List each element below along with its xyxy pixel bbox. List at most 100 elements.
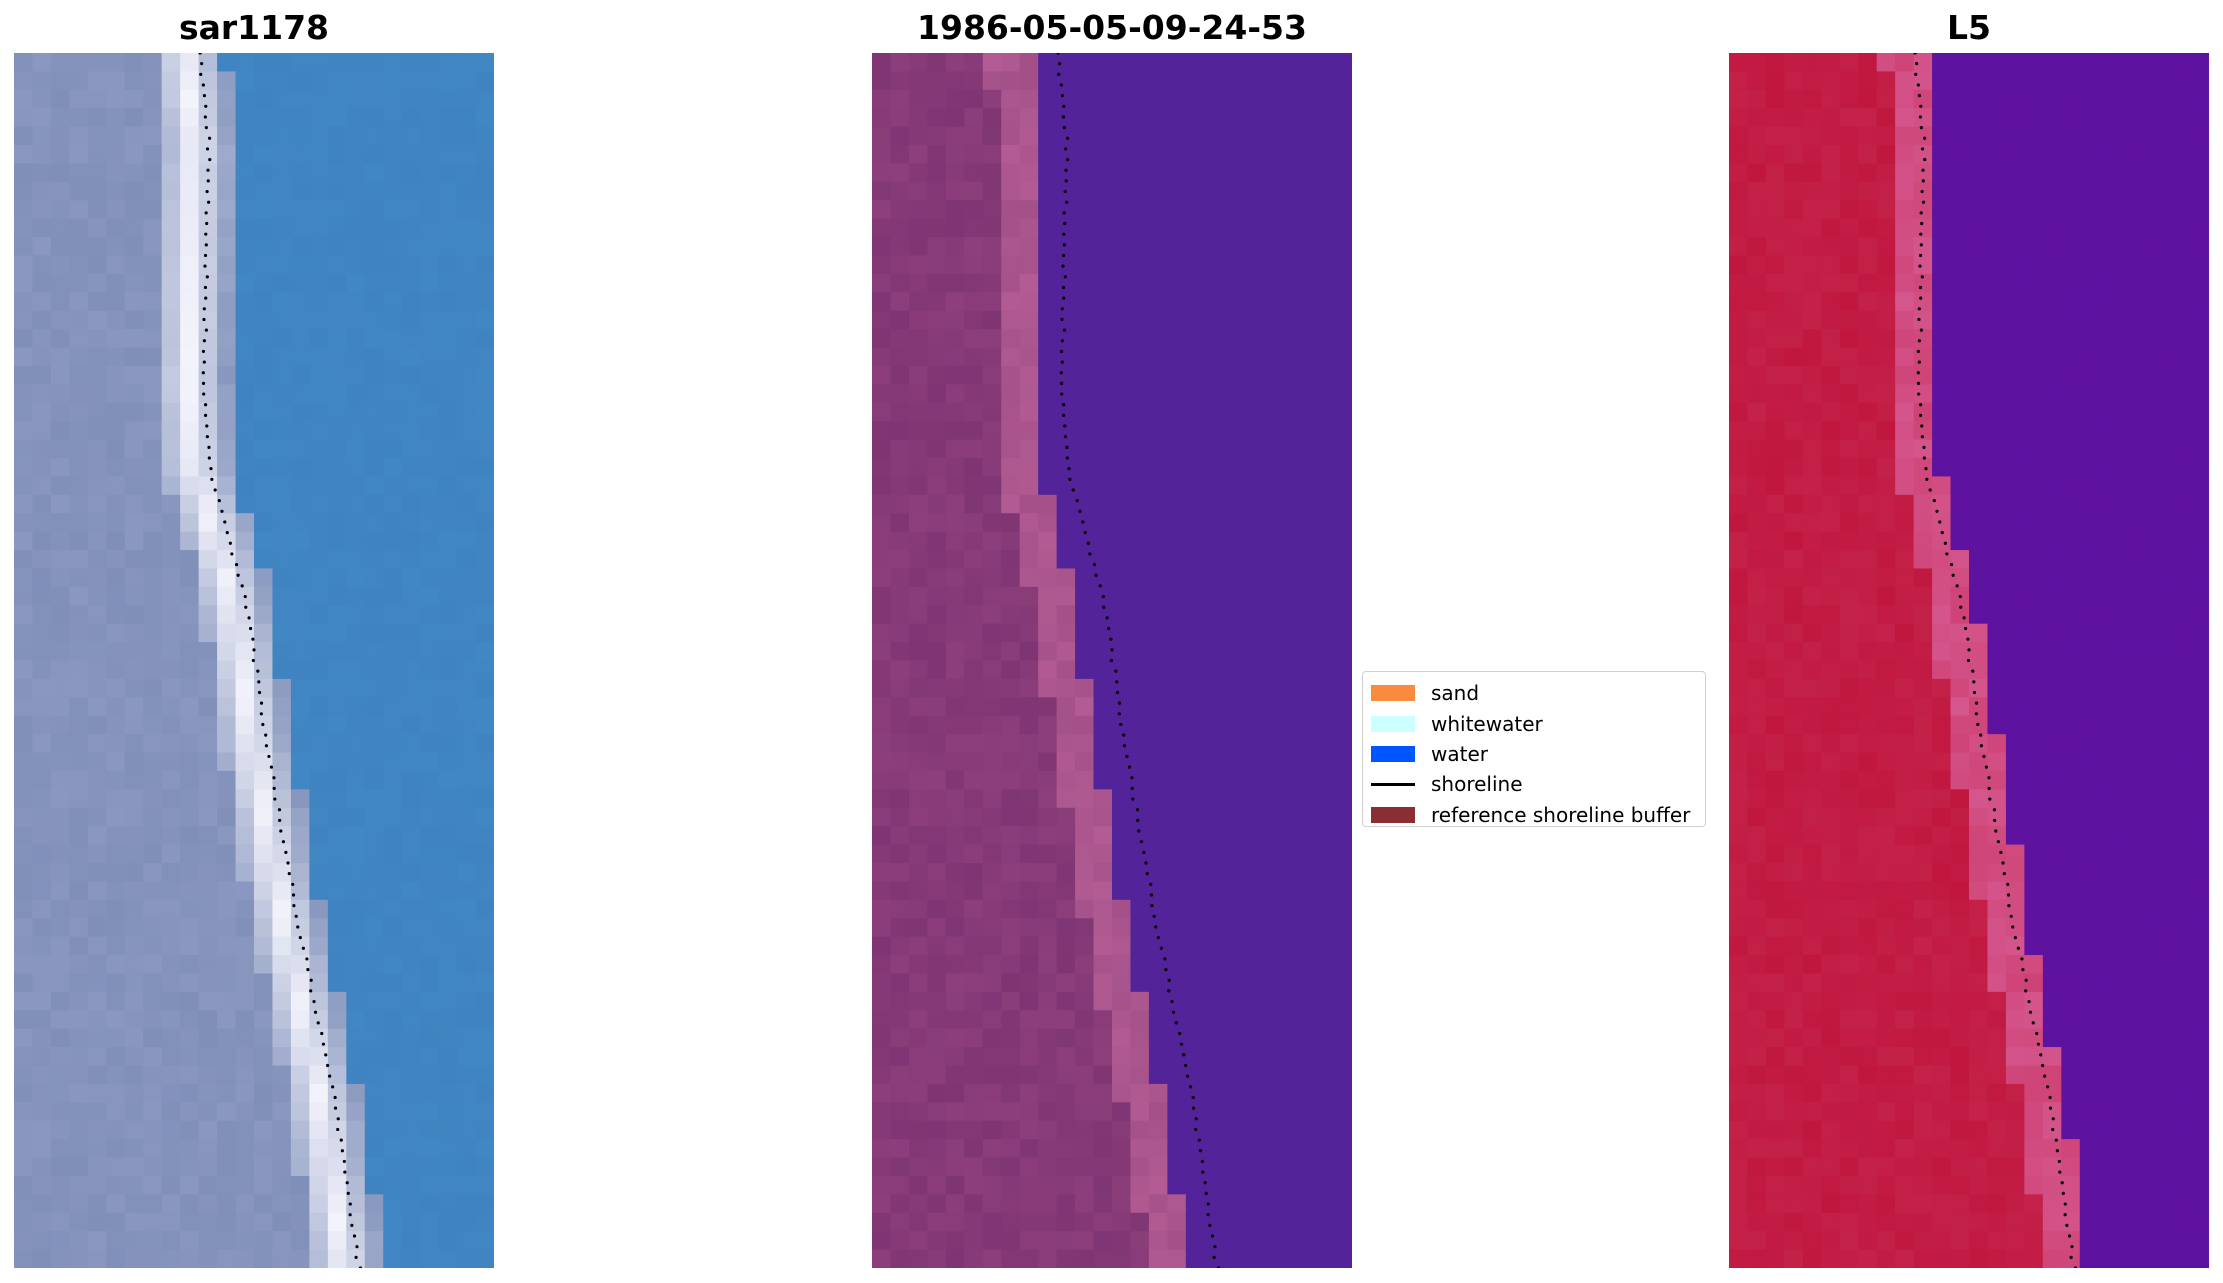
pixel (143, 476, 163, 496)
pixel (1167, 586, 1187, 606)
pixel (272, 1194, 292, 1214)
pixel (1913, 200, 1933, 220)
pixel (2116, 108, 2136, 128)
pixel (2024, 421, 2044, 441)
pixel (1747, 494, 1767, 514)
pixel (1278, 1231, 1298, 1251)
pixel (1839, 476, 1859, 496)
pixel (2079, 200, 2099, 220)
pixel (327, 642, 347, 662)
pixel (964, 329, 984, 349)
pixel (1747, 71, 1767, 91)
pixel (1204, 347, 1224, 367)
pixel (1895, 273, 1915, 293)
pixel (161, 697, 181, 717)
pixel (272, 973, 292, 993)
pixel (1333, 513, 1352, 533)
pixel (106, 697, 126, 717)
pixel (14, 365, 34, 385)
pixel (217, 899, 237, 919)
shoreline-point (284, 850, 288, 854)
pixel (161, 605, 181, 625)
pixel (1204, 273, 1224, 293)
pixel (1222, 881, 1242, 901)
pixel (235, 789, 255, 809)
pixel (1167, 678, 1187, 698)
pixel (1913, 715, 1933, 735)
pixel (1241, 826, 1261, 846)
pixel (1895, 642, 1915, 662)
pixel (1112, 1120, 1132, 1140)
pixel (1296, 899, 1316, 919)
pixel (1148, 789, 1168, 809)
pixel (180, 586, 200, 606)
pixel (235, 1028, 255, 1048)
pixel (1296, 1249, 1316, 1268)
pixel (1222, 89, 1242, 109)
pixel (1259, 660, 1279, 680)
pixel (2079, 181, 2099, 201)
pixel (457, 789, 477, 809)
pixel (1969, 421, 1989, 441)
pixel (927, 163, 947, 183)
pixel (401, 108, 421, 128)
pixel (1222, 863, 1242, 883)
pixel (180, 71, 200, 91)
pixel (383, 255, 403, 275)
pixel (1185, 181, 1205, 201)
pixel (1913, 458, 1933, 478)
pixel (420, 1010, 440, 1030)
pixel (1315, 89, 1335, 109)
pixel (1784, 881, 1804, 901)
pixel (1315, 697, 1335, 717)
pixel (1950, 421, 1970, 441)
pixel (2061, 200, 2081, 220)
pixel (1858, 273, 1878, 293)
pixel (1241, 789, 1261, 809)
pixel (1130, 586, 1150, 606)
pixel (1185, 605, 1205, 625)
pixel (1167, 310, 1187, 330)
pixel (87, 384, 107, 404)
pixel (124, 181, 144, 201)
pixel (2005, 53, 2025, 73)
pixel (2024, 71, 2044, 91)
pixel (2079, 826, 2099, 846)
shoreline-point (1206, 1213, 1210, 1217)
pixel (2024, 181, 2044, 201)
pixel (254, 421, 274, 441)
pixel (1876, 605, 1896, 625)
pixel (982, 439, 1002, 459)
pixel (290, 145, 310, 165)
pixel (346, 218, 366, 238)
pixel (1185, 476, 1205, 496)
pixel (1148, 476, 1168, 496)
pixel (890, 1065, 910, 1085)
pixel (1987, 494, 2007, 514)
pixel (872, 347, 892, 367)
pixel (2098, 181, 2118, 201)
pixel (1296, 53, 1316, 73)
pixel (438, 752, 458, 772)
shoreline-point (203, 253, 208, 258)
pixel (1802, 973, 1822, 993)
pixel (1278, 1010, 1298, 1030)
pixel (106, 991, 126, 1011)
pixel (217, 402, 237, 422)
pixel (180, 145, 200, 165)
pixel (364, 273, 384, 293)
pixel (2061, 844, 2081, 864)
pixel (2135, 347, 2155, 367)
pixel (69, 1083, 89, 1103)
pixel (1112, 1083, 1132, 1103)
pixel (1333, 936, 1352, 956)
pixel (945, 145, 965, 165)
pixel (87, 1249, 107, 1268)
pixel (143, 1249, 163, 1268)
pixel (2135, 421, 2155, 441)
pixel (2135, 365, 2155, 385)
pixel (1858, 476, 1878, 496)
pixel (327, 881, 347, 901)
pixel (475, 513, 494, 533)
pixel (982, 126, 1002, 146)
